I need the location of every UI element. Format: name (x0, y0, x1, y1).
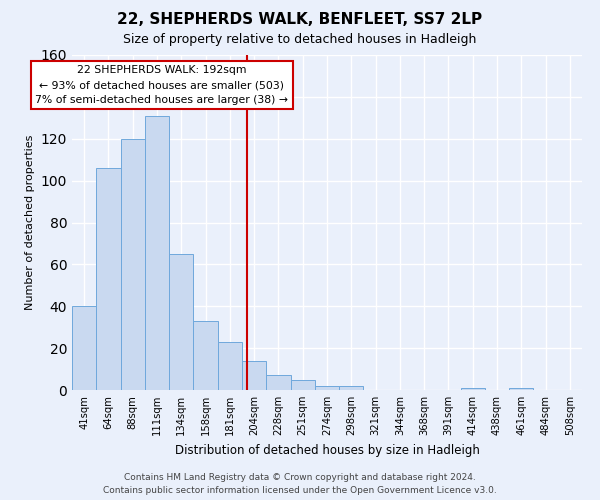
Bar (145, 116, 169, 390)
Bar (72, 306, 96, 390)
Bar (218, 342, 242, 390)
Bar (121, 138, 145, 390)
Bar (242, 360, 266, 390)
Text: Size of property relative to detached houses in Hadleigh: Size of property relative to detached ho… (124, 32, 476, 46)
Bar (169, 254, 193, 390)
Text: 22 SHEPHERDS WALK: 192sqm
← 93% of detached houses are smaller (503)
7% of semi-: 22 SHEPHERDS WALK: 192sqm ← 93% of detac… (35, 66, 289, 105)
Text: 22, SHEPHERDS WALK, BENFLEET, SS7 2LP: 22, SHEPHERDS WALK, BENFLEET, SS7 2LP (118, 12, 482, 28)
Bar (315, 386, 339, 390)
Bar (266, 376, 290, 390)
Text: Contains HM Land Registry data © Crown copyright and database right 2024.
Contai: Contains HM Land Registry data © Crown c… (103, 474, 497, 495)
Bar (509, 388, 533, 390)
Y-axis label: Number of detached properties: Number of detached properties (25, 135, 35, 310)
Bar (290, 380, 315, 390)
Bar (96, 168, 121, 390)
Bar (461, 388, 485, 390)
Bar (339, 386, 364, 390)
X-axis label: Distribution of detached houses by size in Hadleigh: Distribution of detached houses by size … (175, 444, 479, 456)
Bar (193, 321, 218, 390)
